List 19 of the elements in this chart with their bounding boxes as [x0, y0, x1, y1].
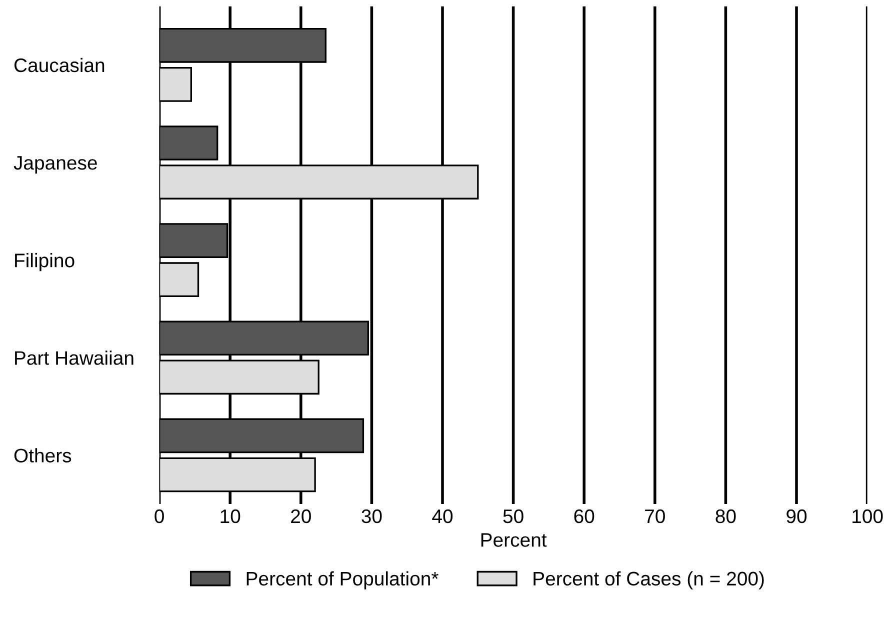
x-tick-label: 30: [362, 509, 382, 524]
y-tick-label: Part Hawaiian: [15, 350, 134, 365]
x-tick-label: 70: [645, 509, 665, 524]
x-tick-label: 20: [291, 509, 311, 524]
x-tick-label: 80: [716, 509, 736, 524]
y-tick-label: Japanese: [14, 156, 97, 174]
x-tick-label: 60: [574, 509, 594, 524]
x-tick-label: 100: [852, 509, 883, 524]
y-tick-label: Others: [14, 448, 72, 462]
y-tick-label: Filipino: [15, 253, 74, 272]
x-axis-title: Percent: [481, 533, 547, 547]
x-tick-label: 90: [786, 509, 807, 524]
y-tick-label: Caucasian: [14, 58, 104, 72]
legend-label: Percent of Cases (n = 200): [534, 571, 764, 590]
x-tick-label: 50: [503, 509, 524, 524]
x-tick-label: 40: [432, 509, 453, 524]
x-tick-label: 10: [220, 509, 240, 524]
x-tick-label: 0: [154, 509, 164, 524]
legend-label: Percent of Population*: [246, 571, 438, 590]
